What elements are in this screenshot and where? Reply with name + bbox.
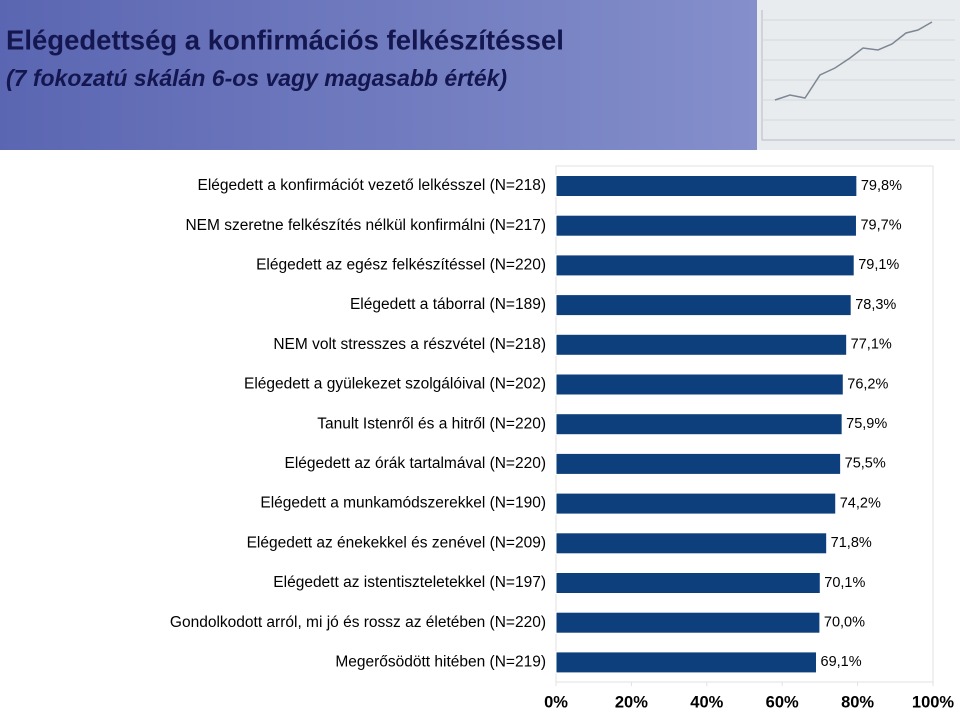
decorative-image [757, 0, 960, 150]
category-label: Elégedett a gyülekezet szolgálóival (N=2… [244, 376, 546, 393]
value-label: 76,2% [847, 376, 888, 392]
category-label: Elégedett az énekekkel és zenével (N=209… [247, 534, 546, 551]
category-label: Elégedett az egész felkészítéssel (N=220… [256, 256, 546, 273]
category-label: Tanult Istenről és a hitről (N=220) [317, 415, 546, 432]
value-label: 79,8% [861, 178, 902, 194]
value-label: 79,1% [858, 257, 899, 273]
bar [555, 651, 818, 674]
bar [555, 294, 852, 317]
bar [555, 611, 821, 634]
value-label: 79,7% [860, 218, 901, 234]
category-label: Elégedett a táborral (N=189) [350, 296, 546, 313]
bar [555, 373, 844, 396]
category-label: Elégedett az órák tartalmával (N=220) [285, 455, 546, 472]
bar [555, 532, 828, 555]
value-label: 75,5% [845, 456, 886, 472]
x-tick-label: 0% [544, 693, 568, 711]
category-label: Elégedett az istentiszteletekkel (N=197) [273, 574, 546, 591]
category-label: NEM szeretne felkészítés nélkül konfirmá… [185, 217, 546, 234]
subtitle: (7 fokozatú skálán 6-os vagy magasabb ér… [6, 65, 507, 91]
value-label: 77,1% [851, 337, 892, 353]
bar [555, 254, 855, 277]
x-tick-label: 60% [766, 693, 799, 711]
category-label: NEM volt stresszes a részvétel (N=218) [273, 336, 546, 353]
category-label: Megerősödött hitében (N=219) [335, 653, 546, 670]
x-tick-label: 100% [912, 693, 955, 711]
x-tick-label: 40% [690, 693, 723, 711]
bar [555, 333, 848, 356]
category-label: Elégedett a konfirmációt vezető lelkéssz… [198, 177, 547, 194]
value-label: 70,1% [824, 575, 865, 591]
value-label: 69,1% [821, 654, 862, 670]
value-label: 71,8% [831, 535, 872, 551]
bar [555, 572, 821, 594]
category-label: Elégedett a munkamódszerekkel (N=190) [260, 495, 546, 512]
value-label: 74,2% [840, 495, 881, 511]
bar [555, 452, 842, 475]
bar [555, 413, 843, 436]
bar [555, 214, 857, 237]
value-label: 70,0% [824, 615, 865, 631]
bar [555, 175, 858, 197]
value-label: 78,3% [855, 297, 896, 313]
x-tick-label: 80% [841, 693, 874, 711]
title: Elégedettség a konfirmációs felkészítéss… [6, 24, 564, 55]
x-tick-label: 20% [615, 693, 648, 711]
value-label: 75,9% [846, 416, 887, 432]
bar [555, 492, 837, 515]
category-label: Gondolkodott arról, mi jó és rossz az él… [170, 614, 546, 631]
